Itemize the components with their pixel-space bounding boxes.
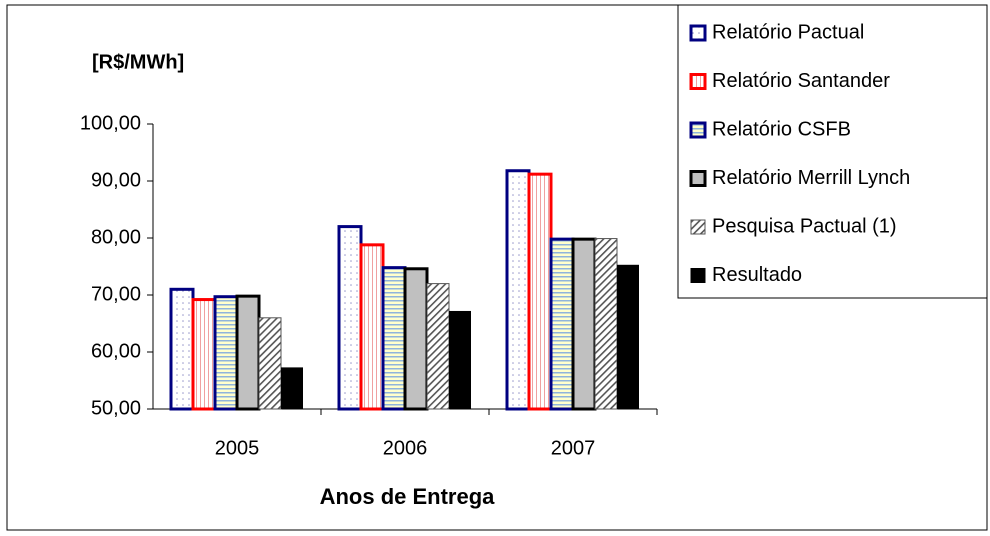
y-tick-label: 90,00: [91, 169, 141, 191]
x-tick-label: 2006: [383, 437, 428, 459]
bar: [235, 294, 261, 411]
bar: [281, 367, 303, 409]
legend-swatch: [689, 73, 707, 90]
bar: [549, 237, 575, 411]
legend-label: Relatório Pactual: [712, 21, 864, 43]
bar: [571, 237, 597, 411]
legend-swatch: [690, 219, 706, 235]
legend-swatch: [689, 121, 707, 139]
legend-label: Pesquisa Pactual (1): [712, 215, 897, 237]
x-tick-label: 2005: [215, 437, 260, 459]
legend-swatch: [689, 24, 707, 42]
legend-label: Relatório Santander: [712, 70, 890, 92]
x-tick-label: 2007: [551, 437, 596, 459]
legend-swatch: [689, 170, 707, 187]
bar: [527, 172, 553, 411]
bar: [381, 266, 407, 411]
y-axis-label: [R$/MWh]: [92, 51, 184, 73]
bar: [403, 267, 429, 411]
legend-label: Relatório Merrill Lynch: [712, 167, 910, 189]
bar: [449, 310, 471, 409]
bar: [337, 225, 363, 411]
bar: [359, 243, 385, 411]
y-tick-label: 60,00: [91, 340, 141, 362]
y-tick-label: 80,00: [91, 226, 141, 248]
x-axis-label: Anos de Entrega: [320, 484, 496, 509]
legend-box: [677, 4, 988, 299]
bar: [505, 169, 531, 411]
y-tick-label: 100,00: [80, 112, 141, 134]
bar: [258, 317, 282, 410]
bar: [169, 287, 195, 411]
bar: [191, 298, 217, 411]
y-tick-label: 70,00: [91, 283, 141, 305]
legend-label: Resultado: [712, 264, 802, 286]
bar: [617, 264, 639, 409]
legend-swatch: [690, 268, 706, 283]
bar: [213, 295, 239, 411]
bar: [594, 238, 618, 410]
legend-label: Relatório CSFB: [712, 118, 851, 140]
y-tick-label: 50,00: [91, 397, 141, 419]
bar: [426, 283, 450, 410]
